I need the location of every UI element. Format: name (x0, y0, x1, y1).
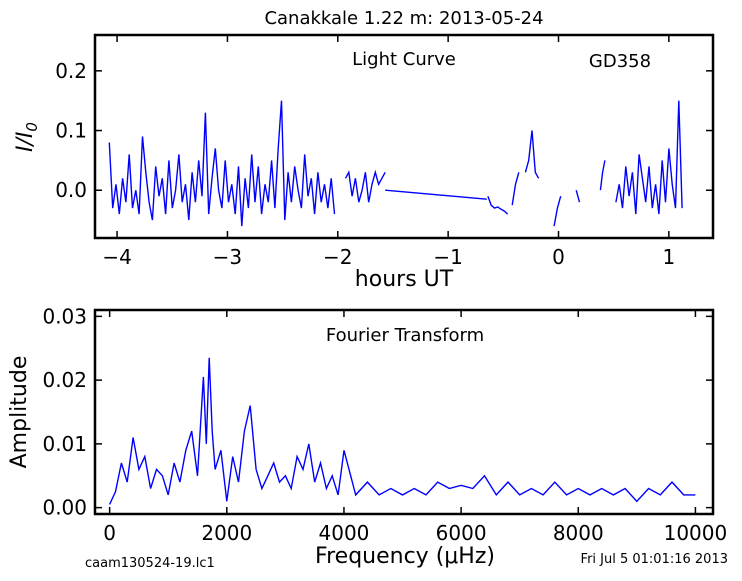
fourier-y-tick-label: 0.00 (42, 496, 87, 520)
light-curve-x-axis-title: hours UT (355, 267, 454, 292)
light-curve-annotation: Light Curve (352, 49, 456, 70)
light-curve-x-tick-label: 0 (552, 245, 565, 269)
fourier-y-axis-title: Amplitude (7, 356, 32, 469)
fourier-x-tick-label: 4000 (319, 521, 370, 545)
fourier-series (108, 357, 696, 505)
fourier-annotation: Fourier Transform (326, 325, 484, 346)
fourier-frame (93, 308, 715, 516)
footer-filename: caam130524-19.lc1 (85, 556, 215, 571)
light-curve-panel: −4 −3 −2 −1 0 1 0.0 0.1 0.2 Light Curve GD358 ho… (13, 33, 715, 292)
fourier-y-tick-label: 0.02 (42, 368, 87, 392)
light-curve-segment (615, 100, 683, 215)
fourier-panel: 0 2000 4000 6000 8000 10000 0.00 0.01 0.02 0.03 F… (7, 304, 727, 569)
light-curve-y-tick-label: 0.0 (55, 178, 87, 202)
fourier-x-tick-label: 8000 (553, 521, 604, 545)
light-curve-frame (93, 33, 715, 240)
light-curve-segments (108, 100, 683, 227)
light-curve-y-axis-title: I/I0 (13, 122, 41, 152)
fourier-x-tick-label: 0 (103, 521, 116, 545)
fourier-x-tick-label: 2000 (201, 521, 252, 545)
light-curve-segment (108, 100, 336, 227)
light-curve-segment (599, 160, 606, 191)
light-curve-segment (511, 172, 520, 206)
fourier-x-axis-title: Frequency (μHz) (315, 544, 495, 569)
fourier-ticks: 0 2000 4000 6000 8000 10000 0.00 0.01 0.02 0.03 (42, 304, 727, 545)
light-curve-ticks: −4 −3 −2 −1 0 1 0.0 0.1 0.2 (55, 35, 713, 269)
fourier-x-tick-label: 10000 (664, 521, 728, 545)
light-curve-segment (344, 169, 386, 203)
fourier-y-tick-label: 0.03 (42, 304, 87, 328)
light-curve-y-tick-label: 0.1 (55, 119, 87, 143)
figure-title: Canakkale 1.22 m: 2013-05-24 (264, 8, 543, 29)
light-curve-segment (385, 189, 487, 200)
light-curve-x-tick-label: 1 (662, 245, 675, 269)
light-curve-x-tick-label: −3 (213, 245, 242, 269)
fourier-x-tick-label: 6000 (436, 521, 487, 545)
light-curve-segment (575, 190, 581, 203)
light-curve-segment (524, 130, 540, 179)
light-curve-segment (487, 195, 509, 215)
fourier-y-tick-label: 0.01 (42, 432, 87, 456)
footer-timestamp: Fri Jul 5 01:01:16 2013 (581, 552, 728, 567)
light-curve-x-tick-label: −1 (433, 245, 462, 269)
star-name-label: GD358 (589, 51, 651, 72)
light-curve-x-tick-label: −2 (323, 245, 352, 269)
fourier-amplitude-line (108, 357, 696, 505)
light-curve-y-tick-label: 0.2 (55, 59, 87, 83)
light-curve-x-tick-label: −4 (102, 245, 131, 269)
light-curve-segment (553, 196, 562, 227)
